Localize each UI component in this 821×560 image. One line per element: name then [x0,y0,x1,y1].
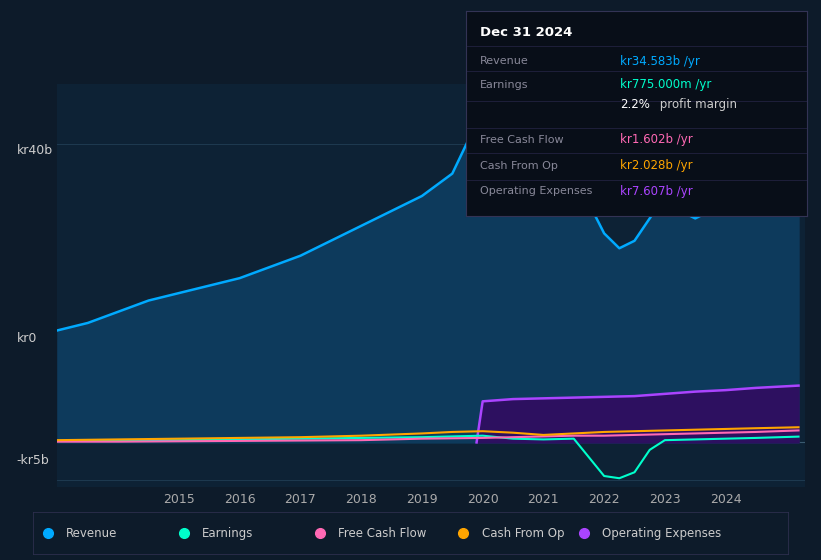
Text: -kr5b: -kr5b [16,455,49,468]
Text: kr40b: kr40b [16,144,53,157]
Text: Earnings: Earnings [480,80,529,90]
Text: kr0: kr0 [16,332,37,346]
Text: profit margin: profit margin [657,97,737,111]
Text: Revenue: Revenue [480,56,529,66]
Text: Cash From Op: Cash From Op [481,527,564,540]
Text: Free Cash Flow: Free Cash Flow [338,527,426,540]
Text: kr1.602b /yr: kr1.602b /yr [620,133,692,147]
Text: Free Cash Flow: Free Cash Flow [480,135,563,145]
Text: Operating Expenses: Operating Expenses [480,186,592,196]
Text: Revenue: Revenue [66,527,117,540]
Text: kr2.028b /yr: kr2.028b /yr [620,159,692,172]
Text: Earnings: Earnings [202,527,254,540]
Text: kr34.583b /yr: kr34.583b /yr [620,55,699,68]
Text: Dec 31 2024: Dec 31 2024 [480,26,572,39]
Text: 2.2%: 2.2% [620,97,649,111]
Text: Operating Expenses: Operating Expenses [603,527,722,540]
Text: kr775.000m /yr: kr775.000m /yr [620,78,711,91]
Text: kr7.607b /yr: kr7.607b /yr [620,185,692,198]
Text: Cash From Op: Cash From Op [480,161,557,171]
